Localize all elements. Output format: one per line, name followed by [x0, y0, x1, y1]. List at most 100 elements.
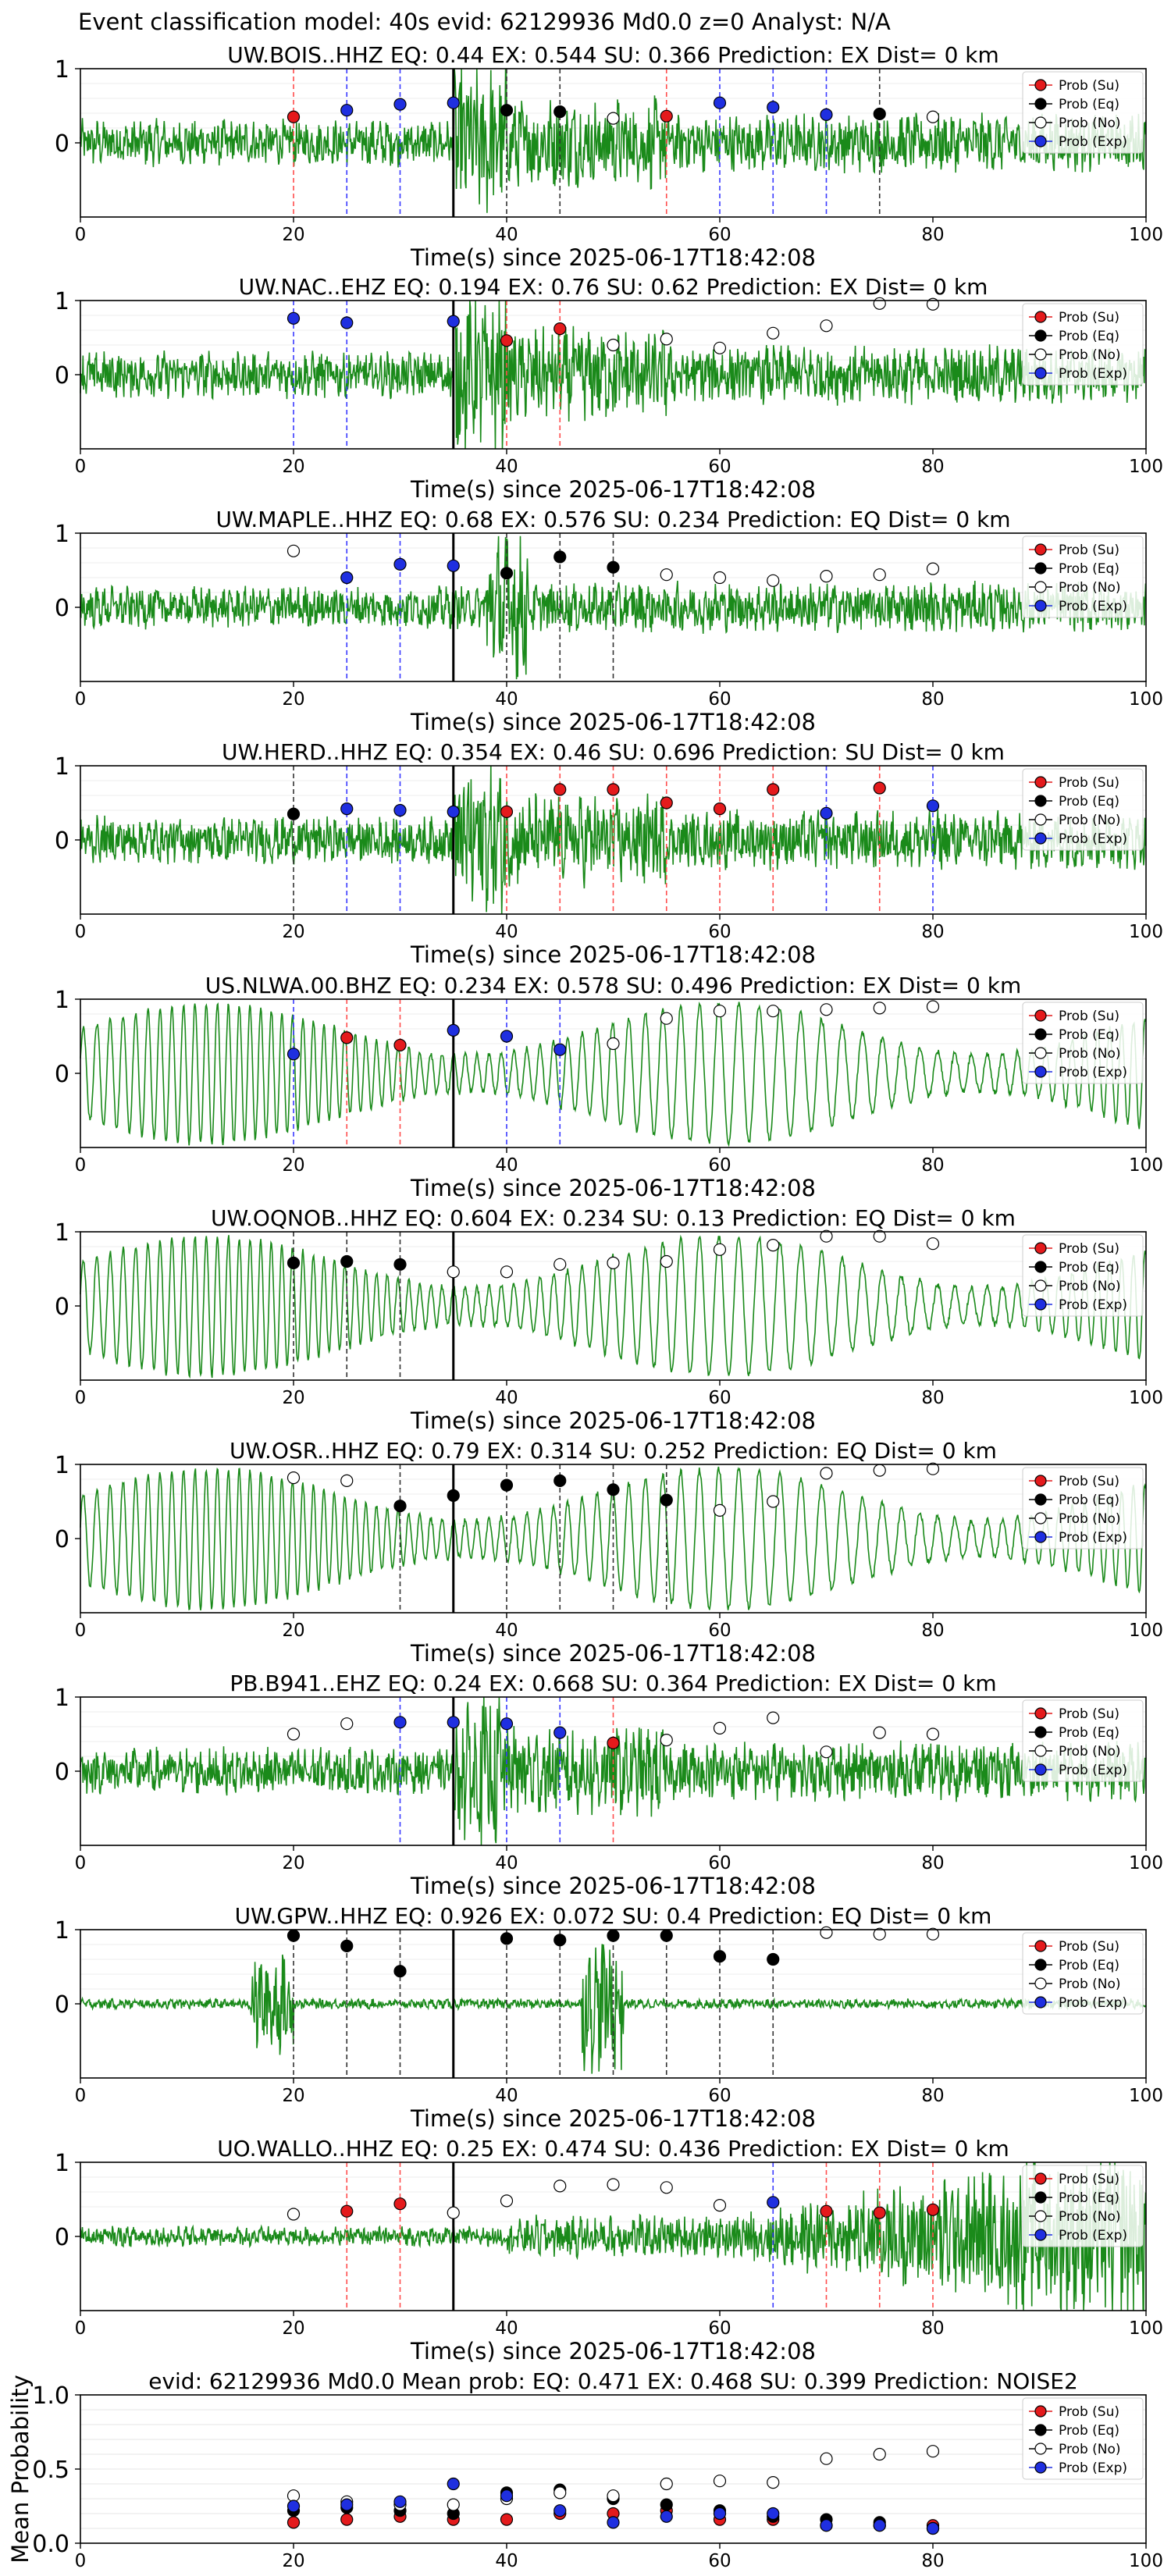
legend-marker-exp [1034, 367, 1047, 379]
y-tick-label: 0 [55, 1061, 69, 1088]
prob-point-no [447, 2206, 460, 2219]
prob-point-eq [500, 1478, 514, 1492]
prob-point-eq [553, 550, 567, 564]
x-tick-label: 100 [1129, 225, 1163, 245]
mean-point-exp [553, 2504, 567, 2517]
station-panel-1: 0 20 40 60 80 100 0 1 UW.BOIS..HHZ EQ: 0.44 EX: … [55, 42, 1163, 271]
x-tick-label: 100 [1129, 1155, 1163, 1176]
mean-point-exp [287, 2500, 301, 2513]
mean-point-no [660, 2477, 673, 2491]
prob-point-su [393, 1038, 407, 1052]
legend-marker-eq [1034, 1028, 1047, 1041]
x-tick-label: 60 [708, 1853, 731, 1873]
legend-marker-no [1034, 2210, 1047, 2222]
x-tick-label: 20 [282, 922, 304, 942]
prob-point-eq [447, 1489, 460, 1503]
station-panel-7: 0 20 40 60 80 100 0 1 UW.OSR..HHZ EQ: 0.79 EX: 0… [55, 1438, 1163, 1667]
panel-x-axis-label: Time(s) since 2025-06-17T18:42:08 [410, 709, 816, 735]
legend-marker-su [1034, 776, 1047, 788]
legend-label-eq: Prob (Eq) [1059, 1027, 1119, 1043]
prob-point-exp [926, 799, 940, 813]
seismic-waveform-trace [80, 1002, 1147, 1147]
legend-label-eq: Prob (Eq) [1059, 329, 1119, 344]
legend-box [1022, 303, 1144, 386]
legend-label-su: Prob (Su) [1059, 2172, 1119, 2187]
prob-point-eq [607, 1929, 620, 1942]
legend-label-exp: Prob (Exp) [1059, 2460, 1127, 2476]
legend-marker-no [1034, 581, 1047, 593]
legend-label-no: Prob (No) [1059, 2209, 1121, 2225]
x-tick-label: 0 [75, 2318, 87, 2339]
legend-marker-eq [1034, 1493, 1047, 1506]
panel-title: PB.B941..EHZ EQ: 0.24 EX: 0.668 SU: 0.36… [230, 1670, 996, 1696]
prob-point-no [553, 1258, 567, 1271]
mean-point-exp [660, 2510, 673, 2523]
legend-label-no: Prob (No) [1059, 580, 1121, 596]
legend-label-exp: Prob (Exp) [1059, 1530, 1127, 1546]
legend-label-no: Prob (No) [1059, 1976, 1121, 1992]
legend-label-su: Prob (Su) [1059, 1009, 1119, 1024]
legend-box [1022, 2165, 1144, 2247]
prob-point-exp [767, 2196, 780, 2209]
prob-point-exp [553, 1043, 567, 1056]
legend-marker-exp [1034, 1763, 1047, 1776]
prob-point-no [820, 1745, 833, 1759]
prob-point-no [767, 326, 780, 340]
legend-label-no: Prob (No) [1059, 1046, 1121, 1062]
prob-point-no [713, 341, 727, 354]
prob-point-eq [553, 1934, 567, 1947]
mean-point-exp [713, 2507, 727, 2521]
prob-point-no [926, 1000, 940, 1013]
legend: Prob (Su) Prob (Eq) Prob (No) Prob (Exp) [1022, 303, 1144, 386]
prob-point-exp [393, 803, 407, 817]
y-tick-label: 1 [55, 753, 69, 781]
prob-point-no [926, 297, 940, 311]
station-panel-6: 0 20 40 60 80 100 0 1 UW.OQNOB..HHZ EQ: 0.604 EX… [55, 1205, 1163, 1434]
legend: Prob (Su) Prob (Eq) Prob (No) Prob (Exp) [1022, 768, 1144, 851]
prob-point-eq [287, 807, 301, 820]
prob-point-su [607, 1736, 620, 1749]
seismic-waveform-trace [80, 2161, 1147, 2311]
legend-label-exp: Prob (Exp) [1059, 599, 1127, 614]
prob-point-no [926, 1462, 940, 1475]
x-tick-label: 80 [921, 1388, 944, 1408]
y-axis-label: Mean Probability [7, 2375, 34, 2564]
x-tick-label: 0 [75, 1621, 87, 1641]
legend-marker-eq [1034, 98, 1047, 110]
mean-point-su [340, 2513, 354, 2526]
mean-point-no [607, 2489, 620, 2503]
legend-marker-exp [1034, 2229, 1047, 2241]
legend: Prob (Su) Prob (Eq) Prob (No) Prob (Exp) [1022, 1234, 1144, 1317]
seismic-waveform-trace [80, 68, 1147, 213]
legend-marker-exp [1034, 600, 1047, 612]
legend-marker-no [1034, 2443, 1047, 2455]
prob-point-no [607, 1037, 620, 1051]
legend-marker-su [1034, 1242, 1047, 1254]
prob-point-exp [447, 1716, 460, 1729]
x-tick-label: 40 [495, 1853, 518, 1873]
seismic-waveform-trace [80, 300, 1147, 450]
prob-point-no [767, 1711, 780, 1724]
prob-point-su [873, 2206, 886, 2219]
mean-point-no [447, 2498, 460, 2511]
x-tick-label: 0 [75, 225, 87, 245]
y-tick-label: 0 [55, 130, 69, 158]
legend-marker-su [1034, 2172, 1047, 2185]
y-tick-label: 1 [55, 1452, 69, 1479]
prob-point-su [873, 781, 886, 795]
station-panel-4: 0 20 40 60 80 100 0 1 UW.HERD..HHZ EQ: 0.354 EX:… [55, 739, 1163, 968]
prob-point-exp [340, 802, 354, 816]
mean-point-exp [500, 2489, 514, 2503]
legend-label-eq: Prob (Eq) [1059, 1493, 1119, 1508]
legend: Prob (Su) Prob (Eq) Prob (No) Prob (Exp) [1022, 1467, 1144, 1550]
prob-point-no [767, 1495, 780, 1508]
x-tick-label: 40 [495, 2086, 518, 2106]
prob-point-no [767, 1005, 780, 1018]
prob-point-no [287, 2208, 301, 2221]
x-tick-label: 20 [282, 1388, 304, 1408]
legend-label-su: Prob (Su) [1059, 1474, 1119, 1489]
legend-label-no: Prob (No) [1059, 1511, 1121, 1527]
x-tick-label: 0 [75, 1155, 87, 1176]
prob-point-exp [393, 557, 407, 571]
prob-point-exp [447, 1023, 460, 1037]
